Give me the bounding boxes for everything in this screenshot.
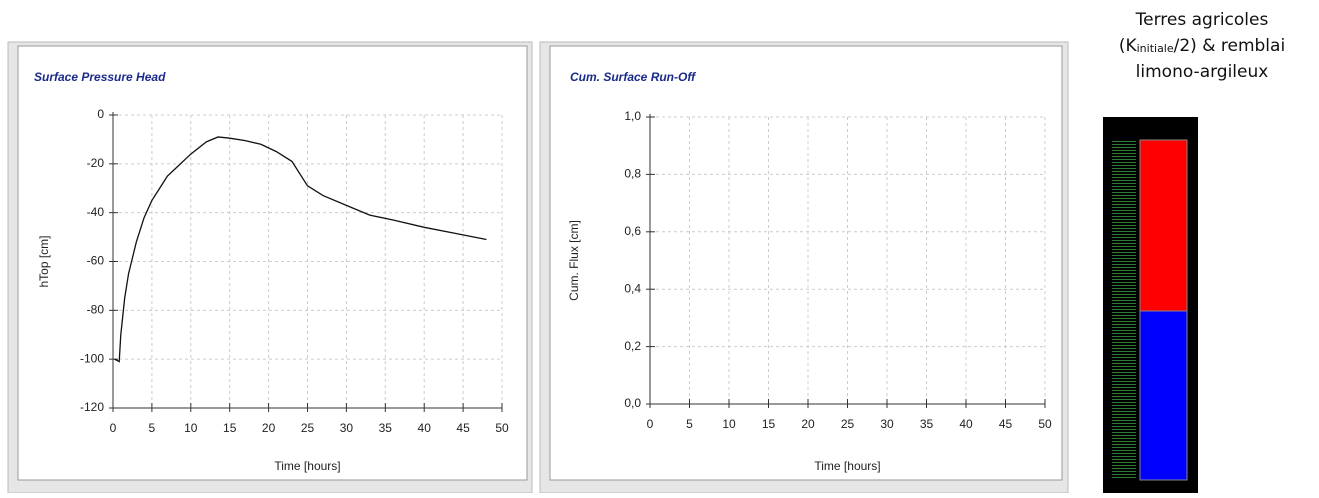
chart-title: Surface Pressure Head — [34, 70, 166, 84]
x-tick-label: 40 — [418, 421, 432, 435]
y-tick-label: 1,0 — [624, 109, 641, 123]
x-tick-label: 45 — [999, 417, 1013, 431]
x-tick-label: 45 — [456, 421, 470, 435]
chart-title: Cum. Surface Run-Off — [570, 70, 696, 84]
y-tick-label: 0,2 — [624, 339, 641, 353]
side-label-part: (K — [1119, 36, 1138, 56]
y-tick-label: 0,4 — [624, 281, 641, 295]
y-tick-label: 0,8 — [624, 167, 641, 181]
y-tick-label: -80 — [87, 303, 105, 317]
x-tick-label: 10 — [184, 421, 198, 435]
x-tick-label: 5 — [149, 421, 156, 435]
x-tick-label: 30 — [880, 417, 894, 431]
profile-scale — [1112, 140, 1136, 480]
y-axis-label: Cum. Flux [cm] — [567, 220, 581, 301]
x-tick-label: 20 — [262, 421, 276, 435]
x-tick-label: 10 — [722, 417, 736, 431]
x-tick-label: 50 — [1038, 417, 1052, 431]
x-tick-label: 30 — [340, 421, 354, 435]
x-tick-label: 35 — [920, 417, 934, 431]
profile-layer — [1139, 139, 1188, 312]
y-tick-label: 0,6 — [624, 224, 641, 238]
x-tick-label: 15 — [223, 421, 237, 435]
y-tick-label: -60 — [87, 254, 105, 268]
side-label: (Kinitiale/2) & remblai — [1119, 36, 1285, 56]
x-tick-label: 5 — [686, 417, 693, 431]
x-tick-label: 0 — [110, 421, 117, 435]
x-tick-label: 50 — [495, 421, 509, 435]
x-tick-label: 25 — [301, 421, 315, 435]
y-tick-label: 0,0 — [624, 396, 641, 410]
x-tick-label: 25 — [841, 417, 855, 431]
x-tick-label: 40 — [959, 417, 973, 431]
y-tick-label: -120 — [80, 400, 104, 414]
x-tick-label: 20 — [801, 417, 815, 431]
y-axis-label: hTop [cm] — [37, 235, 51, 287]
x-tick-label: 35 — [379, 421, 393, 435]
y-tick-label: -40 — [87, 205, 105, 219]
x-tick-label: 15 — [762, 417, 776, 431]
panel — [549, 45, 1063, 481]
y-tick-label: -100 — [80, 351, 104, 365]
side-label-sub: initiale — [1137, 42, 1174, 55]
y-tick-label: -20 — [87, 156, 105, 170]
data-line — [114, 136, 487, 363]
side-label: limono-argileux — [1136, 62, 1269, 82]
y-tick-label: 0 — [97, 107, 104, 121]
x-axis-label: Time [hours] — [274, 459, 340, 473]
side-label-part: /2) & remblai — [1174, 36, 1286, 56]
x-tick-label: 0 — [647, 417, 654, 431]
side-label: Terres agricoles — [1135, 10, 1269, 30]
x-axis-label: Time [hours] — [814, 459, 880, 473]
profile-layer — [1139, 310, 1188, 481]
